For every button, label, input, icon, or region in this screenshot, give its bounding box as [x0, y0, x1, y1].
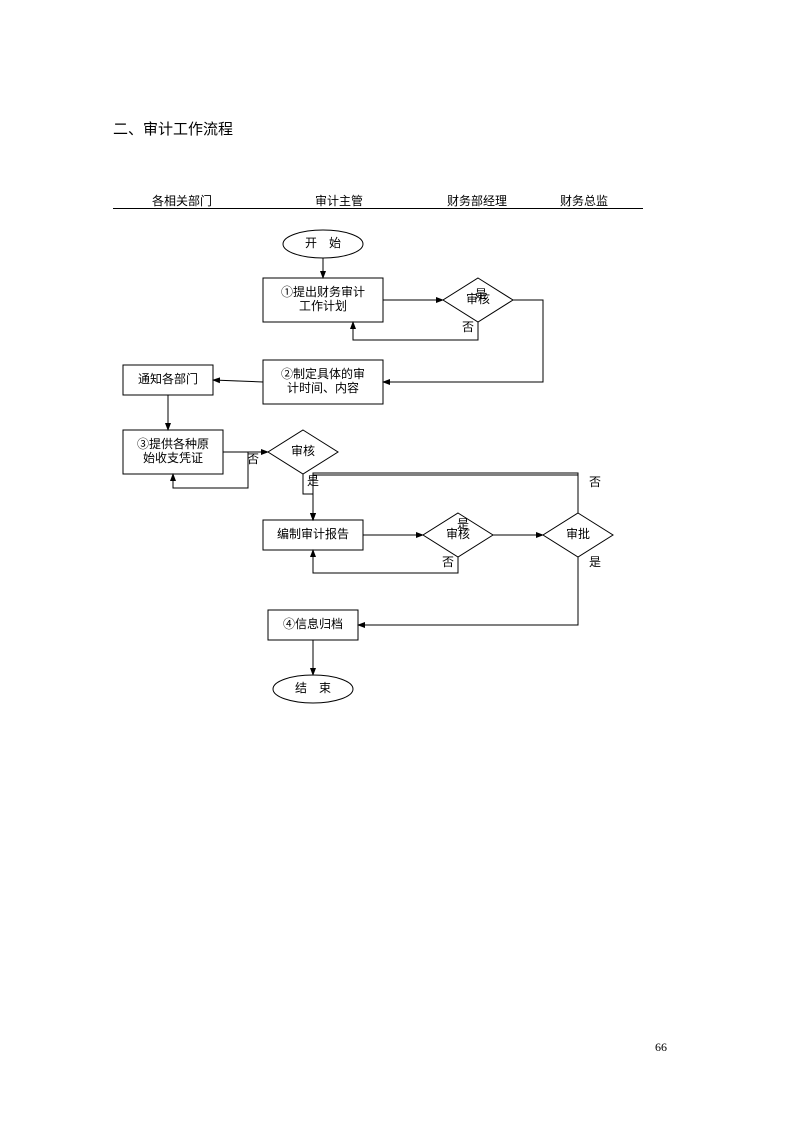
svg-text:结 束: 结 束: [295, 681, 331, 695]
svg-text:是: 是: [457, 517, 469, 531]
svg-text:③提供各种原: ③提供各种原: [137, 436, 209, 451]
svg-text:②制定具体的审: ②制定具体的审: [281, 366, 365, 381]
svg-text:①提出财务审计: ①提出财务审计: [281, 284, 365, 299]
col-header-0: 各相关部门: [152, 192, 212, 209]
svg-text:通知各部门: 通知各部门: [138, 371, 198, 386]
svg-text:计时间、内容: 计时间、内容: [287, 380, 359, 395]
svg-text:否: 否: [462, 320, 474, 334]
header-rule: [113, 208, 643, 209]
svg-text:开 始: 开 始: [305, 236, 341, 250]
col-header-1: 审计主管: [315, 192, 363, 209]
svg-text:编制审计报告: 编制审计报告: [277, 526, 349, 541]
svg-text:是: 是: [475, 287, 487, 301]
flowchart: 开 始①提出财务审计工作计划审核是否②制定具体的审计时间、内容通知各部门③提供各…: [113, 220, 673, 760]
svg-text:否: 否: [442, 555, 454, 569]
svg-text:否: 否: [589, 475, 601, 489]
svg-text:审核: 审核: [291, 443, 315, 458]
page-number: 66: [655, 1040, 667, 1055]
col-header-2: 财务部经理: [447, 192, 507, 209]
svg-text:是: 是: [589, 555, 601, 569]
section-title: 二、审计工作流程: [113, 118, 233, 139]
svg-text:工作计划: 工作计划: [299, 299, 347, 313]
col-header-3: 财务总监: [560, 192, 608, 209]
svg-text:审批: 审批: [566, 526, 590, 541]
svg-text:④信息归档: ④信息归档: [283, 616, 343, 631]
svg-text:始收支凭证: 始收支凭证: [143, 450, 203, 465]
svg-text:否: 否: [247, 452, 259, 466]
